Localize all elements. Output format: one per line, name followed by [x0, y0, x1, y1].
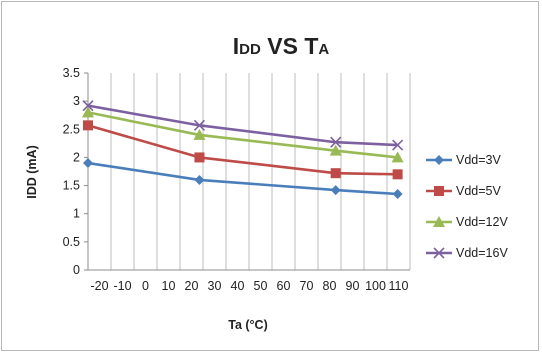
chart-title-part: DD [239, 41, 261, 58]
x-tick-label: -10 [113, 279, 131, 293]
chart-title-part: A [318, 41, 329, 58]
legend-swatch-marker [434, 186, 444, 196]
data-point [194, 174, 205, 185]
data-point [329, 144, 342, 156]
series-vdd-5v [83, 120, 403, 180]
y-tick-label: 1 [73, 207, 80, 221]
data-point [82, 106, 94, 118]
legend-item: Vdd=16V [426, 246, 508, 260]
data-point [193, 119, 206, 131]
y-tick-label: 2 [73, 150, 80, 164]
x-tick-label: 10 [162, 279, 176, 293]
legend-item: Vdd=3V [426, 153, 501, 167]
data-point [83, 158, 93, 169]
x-tick-label: 20 [185, 279, 199, 293]
x-tick-label: 100 [365, 279, 386, 293]
data-point [392, 139, 404, 151]
chart-title-text: IDD VS TA [233, 33, 330, 59]
chart-title-part: I [233, 33, 239, 59]
legend-swatch-marker [434, 155, 444, 165]
series-group [82, 100, 404, 200]
series-vdd-3v [83, 158, 403, 200]
x-tick-label: 0 [142, 279, 149, 293]
data-point [392, 169, 403, 180]
data-point [330, 185, 341, 196]
x-tick-label: 40 [231, 279, 245, 293]
x-tick-label: 80 [323, 279, 337, 293]
series-line [87, 161, 398, 196]
legend: Vdd=3V Vdd=5V Vdd=12V Vdd=16V [426, 153, 508, 260]
series-vdd-16v [82, 100, 404, 151]
x-tick-label: 60 [277, 279, 291, 293]
y-tick-labels: 0 0.5 1 1.5 2 2.5 3 3.5 [63, 66, 88, 277]
gridlines [87, 73, 411, 270]
legend-item: Vdd=12V [426, 215, 508, 229]
y-tick-label: 3.5 [63, 66, 80, 80]
x-tick-label: 110 [389, 279, 409, 293]
legend-label: Vdd=3V [456, 153, 501, 167]
x-tick-label: 50 [254, 279, 268, 293]
data-point [194, 152, 205, 163]
series-line [87, 111, 398, 159]
legend-label: Vdd=12V [456, 215, 508, 229]
y-tick-label: 3 [73, 94, 80, 108]
legend-swatch-marker [433, 216, 445, 227]
y-tick-label: 0.5 [63, 235, 80, 249]
x-tick-labels: -20 -10 0 10 20 30 40 50 60 70 80 90 100 110 [90, 279, 408, 293]
series-vdd-12v [82, 106, 404, 163]
y-tick-label: 2.5 [63, 122, 80, 136]
legend-item: Vdd=5V [426, 184, 501, 198]
data-point [193, 128, 206, 140]
data-point [391, 151, 404, 163]
x-axis-label: Ta (°C) [228, 318, 267, 332]
legend-swatch-marker [433, 247, 445, 259]
data-point [330, 136, 342, 148]
data-point [330, 168, 341, 179]
legend-label: Vdd=5V [456, 184, 501, 198]
x-tick-label: 90 [346, 279, 360, 293]
x-tick-label: 30 [208, 279, 222, 293]
y-tick-label: 0 [73, 263, 80, 277]
data-point [392, 189, 403, 200]
series-line [87, 124, 398, 176]
legend-label: Vdd=16V [456, 246, 508, 260]
y-axis-label: IDD (mA) [25, 145, 39, 198]
y-tick-label: 1.5 [63, 179, 80, 193]
x-tick-label: -20 [90, 279, 108, 293]
chart-title: IDD VS TA [233, 33, 330, 59]
x-tick-label: 70 [300, 279, 314, 293]
data-point [82, 100, 94, 112]
chart-title-part: T [304, 33, 318, 59]
chart-title-part: VS [261, 33, 304, 59]
data-point [83, 120, 93, 131]
series-line [87, 104, 398, 147]
